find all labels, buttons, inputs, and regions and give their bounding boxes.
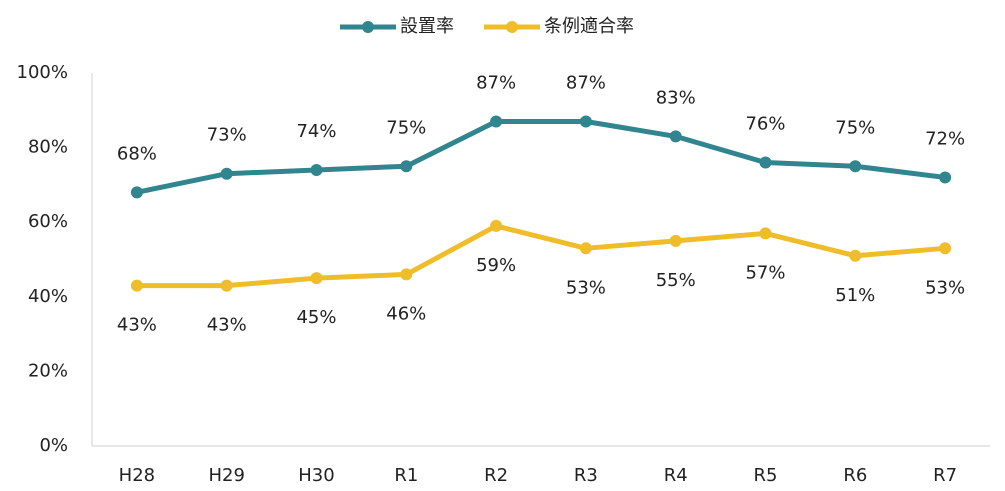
data-label: 53% [925, 277, 965, 298]
data-label: 76% [745, 114, 785, 135]
x-tick-label: H29 [208, 465, 244, 486]
data-label: 59% [476, 255, 516, 276]
y-tick-label: 40% [28, 286, 68, 307]
data-point [759, 156, 772, 169]
data-point [849, 249, 862, 262]
y-tick-label: 100% [17, 62, 68, 83]
y-tick-label: 20% [28, 360, 68, 381]
data-point [579, 115, 592, 128]
x-tick-label: R3 [574, 465, 598, 486]
data-point [939, 242, 952, 255]
data-label: 87% [566, 72, 606, 93]
data-point [669, 234, 682, 247]
data-point [939, 171, 952, 184]
x-tick-label: R7 [933, 465, 957, 486]
x-tick-label: R5 [754, 465, 778, 486]
data-point [400, 268, 413, 281]
data-point [400, 160, 413, 173]
x-tick-label: R4 [664, 465, 688, 486]
data-label: 72% [925, 128, 965, 149]
data-point [220, 279, 233, 292]
data-point [310, 163, 323, 176]
data-label: 51% [835, 285, 875, 306]
x-tick-label: R1 [394, 465, 418, 486]
legend-marker [506, 21, 518, 33]
data-label: 73% [207, 125, 247, 146]
data-label: 55% [656, 270, 696, 291]
x-tick-label: R6 [843, 465, 867, 486]
data-point [490, 219, 503, 232]
y-tick-label: 80% [28, 137, 68, 158]
data-point [759, 227, 772, 240]
data-point [220, 167, 233, 180]
data-label: 53% [566, 277, 606, 298]
y-tick-label: 0% [39, 435, 68, 456]
data-label: 75% [835, 117, 875, 138]
x-tick-label: R2 [484, 465, 508, 486]
data-label: 57% [745, 262, 785, 283]
data-point [130, 186, 143, 199]
series-line [136, 118, 946, 195]
data-point [849, 160, 862, 173]
data-point [130, 279, 143, 292]
y-tick-label: 60% [28, 211, 68, 232]
data-point [669, 130, 682, 143]
x-tick-label: H28 [119, 465, 155, 486]
data-label: 87% [476, 72, 516, 93]
data-label: 43% [207, 315, 247, 336]
data-label: 45% [296, 307, 336, 328]
data-label: 68% [117, 143, 157, 164]
data-point [579, 242, 592, 255]
series-line [136, 223, 946, 289]
legend-label: 条例適合率 [544, 16, 634, 37]
data-label: 46% [386, 303, 426, 324]
data-point [490, 115, 503, 128]
data-label: 83% [656, 87, 696, 108]
data-point [310, 272, 323, 285]
x-tick-label: H30 [298, 465, 334, 486]
data-label: 43% [117, 315, 157, 336]
legend-marker [362, 21, 374, 33]
data-label: 74% [296, 121, 336, 142]
data-label: 75% [386, 117, 426, 138]
legend-label: 設置率 [400, 16, 454, 37]
